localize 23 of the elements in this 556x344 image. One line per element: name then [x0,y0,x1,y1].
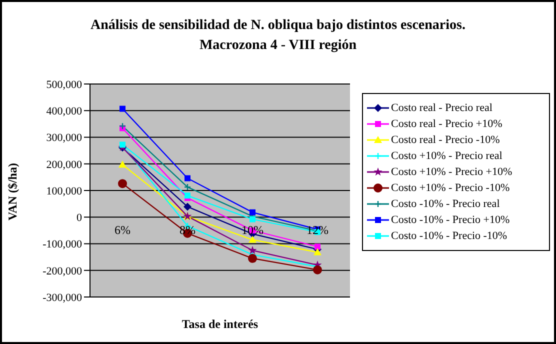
x-tick-label: 6% [114,222,130,237]
legend-label: Costo +10% - Precio -10% [391,181,510,196]
y-tick-label: 100,000 [46,185,82,198]
y-tick-label: 500,000 [46,78,82,91]
y-tick-label: -100,000 [42,238,82,251]
y-tick-label: 400,000 [46,106,82,118]
chart-title: Análisis de sensibilidad de N. obliqua bajo distintos escenarios. [90,17,466,35]
y-tick-label: -300,000 [42,292,82,304]
legend-label: Costo -10% - Precio real [391,197,500,212]
legend-label: Costo +10% - Precio +10% [391,165,512,180]
chart-subtitle: Macrozona 4 - VIII región [198,37,358,55]
y-tick-label: 0 [76,212,82,224]
legend-label: Costo -10% - Precio -10% [391,229,508,244]
x-axis-title: Tasa de interés [182,317,258,331]
y-tick-label: -200,000 [42,265,82,278]
y-tick-label: 200,000 [46,158,82,171]
legend-label: Costo real - Precio -10% [391,133,500,148]
legend-label: Costo -10% - Precio +10% [391,213,510,228]
legend-label: Costo real - Precio +10% [391,117,502,132]
y-tick-label: 300,000 [46,132,82,144]
y-axis-title: VAN ($/ha) [5,163,20,220]
legend-label: Costo +10% - Precio real [391,149,502,164]
legend-label: Costo real - Precio real [391,101,492,116]
